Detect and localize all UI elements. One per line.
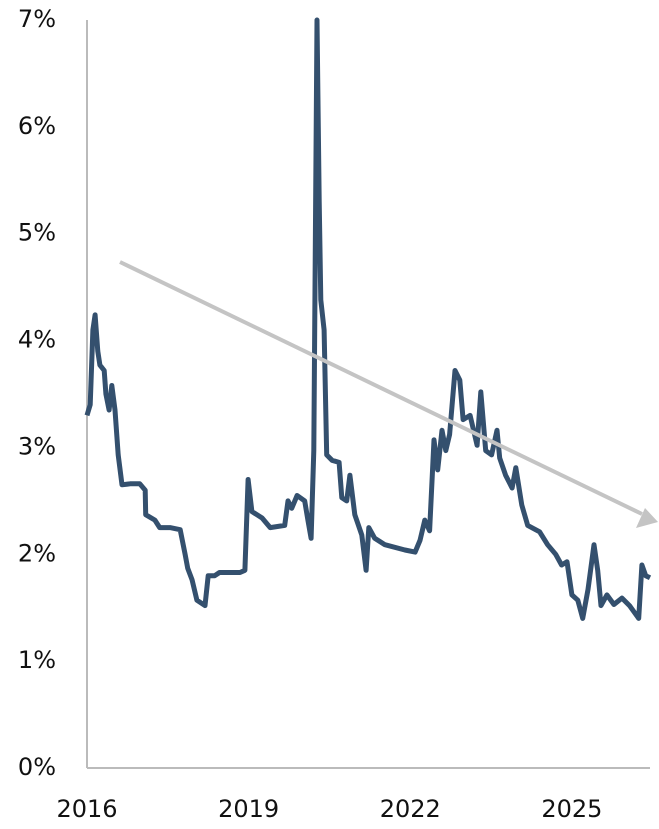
y-tick-label: 0% xyxy=(18,753,56,781)
y-tick-label: 2% xyxy=(18,539,56,567)
y-tick-label: 4% xyxy=(18,326,56,354)
y-tick-label: 6% xyxy=(18,112,56,140)
y-tick-label: 1% xyxy=(18,646,56,674)
x-tick-label: 2022 xyxy=(380,795,441,823)
y-tick-label: 3% xyxy=(18,432,56,460)
x-tick-label: 2019 xyxy=(218,795,279,823)
x-tick-label: 2016 xyxy=(56,795,117,823)
x-tick-label: 2025 xyxy=(541,795,602,823)
trend-arrow xyxy=(119,260,643,516)
data-line xyxy=(84,17,652,621)
trend-arrow-head xyxy=(636,508,658,528)
y-tick-label: 5% xyxy=(18,219,56,247)
y-tick-label: 7% xyxy=(18,5,56,33)
